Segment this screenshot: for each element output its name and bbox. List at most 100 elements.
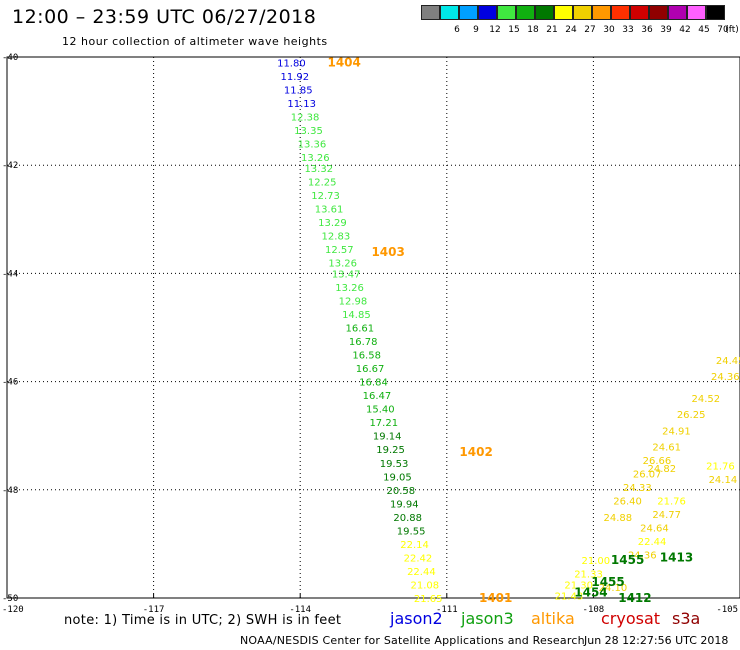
colorbar-swatch (554, 5, 573, 20)
map-subtitle: 12 hour collection of altimeter wave hei… (62, 35, 328, 48)
lat-label: -40 (2, 53, 18, 63)
swh-observation: 24.10 (599, 583, 628, 594)
swh-observation: 21.43 (555, 591, 584, 602)
swh-observation: 16.67 (356, 364, 385, 375)
swh-observation: 17.21 (369, 418, 398, 429)
colorbar-label: 15 (508, 25, 520, 35)
swh-observation: 21.76 (657, 497, 686, 508)
colorbar-label: 70 (717, 25, 729, 35)
swh-observation: 24.64 (640, 524, 669, 535)
swh-observation: 11.13 (287, 99, 316, 110)
credit-line: NOAA/NESDIS Center for Satellite Applica… (240, 634, 585, 647)
swh-observation: 24.45 (716, 356, 740, 367)
colorbar-label: 27 (584, 25, 596, 35)
legend-altika: altika (531, 609, 575, 628)
colorbar-label: 24 (565, 25, 577, 35)
lon-label: -111 (436, 605, 458, 615)
lat-label: -46 (2, 378, 18, 388)
swh-observation: 21.76 (706, 461, 735, 472)
swh-observation: 12.25 (308, 177, 337, 188)
swh-observation: 12.98 (339, 296, 368, 307)
swh-observation: 19.53 (380, 459, 409, 470)
pass-time-label: 1404 (327, 55, 360, 69)
swh-observation: 24.52 (691, 394, 720, 405)
swh-observation: 13.26 (335, 283, 364, 294)
pass-time-label: 1454 (574, 586, 607, 600)
map-frame (6, 56, 740, 599)
lon-label: -114 (289, 605, 311, 615)
swh-observation: 26.07 (633, 470, 662, 481)
swh-observation: 11.92 (281, 72, 310, 83)
pass-time-label: 1413 (660, 550, 693, 564)
colorbar-swatch (478, 5, 497, 20)
colorbar-label: 33 (622, 25, 634, 35)
map-title: 12:00 – 23:59 UTC 06/27/2018 (12, 6, 317, 28)
swh-observation: 24.36 (628, 551, 657, 562)
swh-observation: 19.94 (390, 499, 419, 510)
lon-label: -120 (2, 605, 24, 615)
swh-observation: 24.91 (662, 426, 691, 437)
pass-time-label: 1455 (611, 553, 644, 567)
swh-observation: 21.08 (410, 580, 439, 591)
colorbar-label: 18 (527, 25, 539, 35)
swh-observation: 13.29 (318, 218, 347, 229)
swh-observation: 22.44 (407, 567, 436, 578)
colorbar-swatch (687, 5, 706, 20)
colorbar-label: 12 (489, 25, 501, 35)
swh-observation: 13.35 (294, 126, 323, 137)
pass-time-label: 1412 (618, 591, 651, 605)
pass-time-label: 1403 (371, 245, 404, 259)
colorbar-label: 21 (546, 25, 558, 35)
swh-observation: 19.14 (373, 432, 402, 443)
swh-observation: 15.40 (366, 405, 395, 416)
colorbar-swatch (459, 5, 478, 20)
swh-observation: 13.47 (332, 269, 361, 280)
swh-observation: 13.61 (315, 204, 344, 215)
pass-time-label: 1401 (479, 591, 512, 605)
swh-observation: 24.61 (652, 443, 681, 454)
legend-jason2: jason2 (390, 609, 443, 628)
swh-observation: 26.66 (643, 456, 672, 467)
pass-time-label: 1402 (459, 445, 492, 459)
lon-label: -105 (716, 605, 738, 615)
swh-observation: 11.85 (284, 85, 313, 96)
swh-observation: 26.25 (677, 410, 706, 421)
lat-label: -42 (2, 161, 18, 171)
swh-observation: 21.33 (574, 570, 603, 581)
swh-observation: 16.78 (349, 337, 378, 348)
swh-observation: 16.61 (345, 324, 374, 335)
colorbar-label: 39 (660, 25, 672, 35)
swh-observation: 12.73 (311, 191, 340, 202)
swh-observation: 19.25 (376, 445, 405, 456)
swh-observation: 22.44 (638, 537, 667, 548)
legend-s3a: s3a (672, 609, 701, 628)
swh-observation: 24.88 (604, 513, 633, 524)
colorbar-label: 30 (603, 25, 615, 35)
swh-observation: 16.58 (352, 351, 381, 362)
units-note: note: 1) Time is in UTC; 2) SWH is in fe… (64, 613, 342, 628)
swh-observation: 11.80 (277, 58, 306, 69)
swh-observation: 24.82 (647, 464, 676, 475)
lat-label: -44 (2, 269, 18, 279)
swh-observation: 19.05 (383, 472, 412, 483)
swh-observation: 24.14 (709, 475, 738, 486)
colorbar-label: 36 (641, 25, 653, 35)
swh-observation: 12.83 (322, 232, 351, 243)
swh-observation: 12.57 (325, 245, 354, 256)
swh-observation: 24.36 (711, 372, 740, 383)
colorbar-label: 9 (473, 25, 479, 35)
pass-time-label: 1455 (591, 575, 624, 589)
colorbar-swatch (706, 5, 725, 20)
swh-observation: 24.77 (652, 510, 681, 521)
swh-observation: 26.40 (613, 497, 642, 508)
swh-observation: 13.36 (298, 140, 327, 151)
swh-observation: 13.26 (328, 259, 357, 270)
colorbar-swatch (516, 5, 535, 20)
swh-observation: 16.47 (363, 391, 392, 402)
swh-observation: 12.38 (291, 113, 320, 124)
swh-observation: 14.85 (342, 310, 371, 321)
colorbar-label: 42 (679, 25, 691, 35)
generation-timestamp: Jun 28 12:27:56 UTC 2018 (584, 634, 729, 647)
lat-label: -50 (2, 594, 18, 604)
